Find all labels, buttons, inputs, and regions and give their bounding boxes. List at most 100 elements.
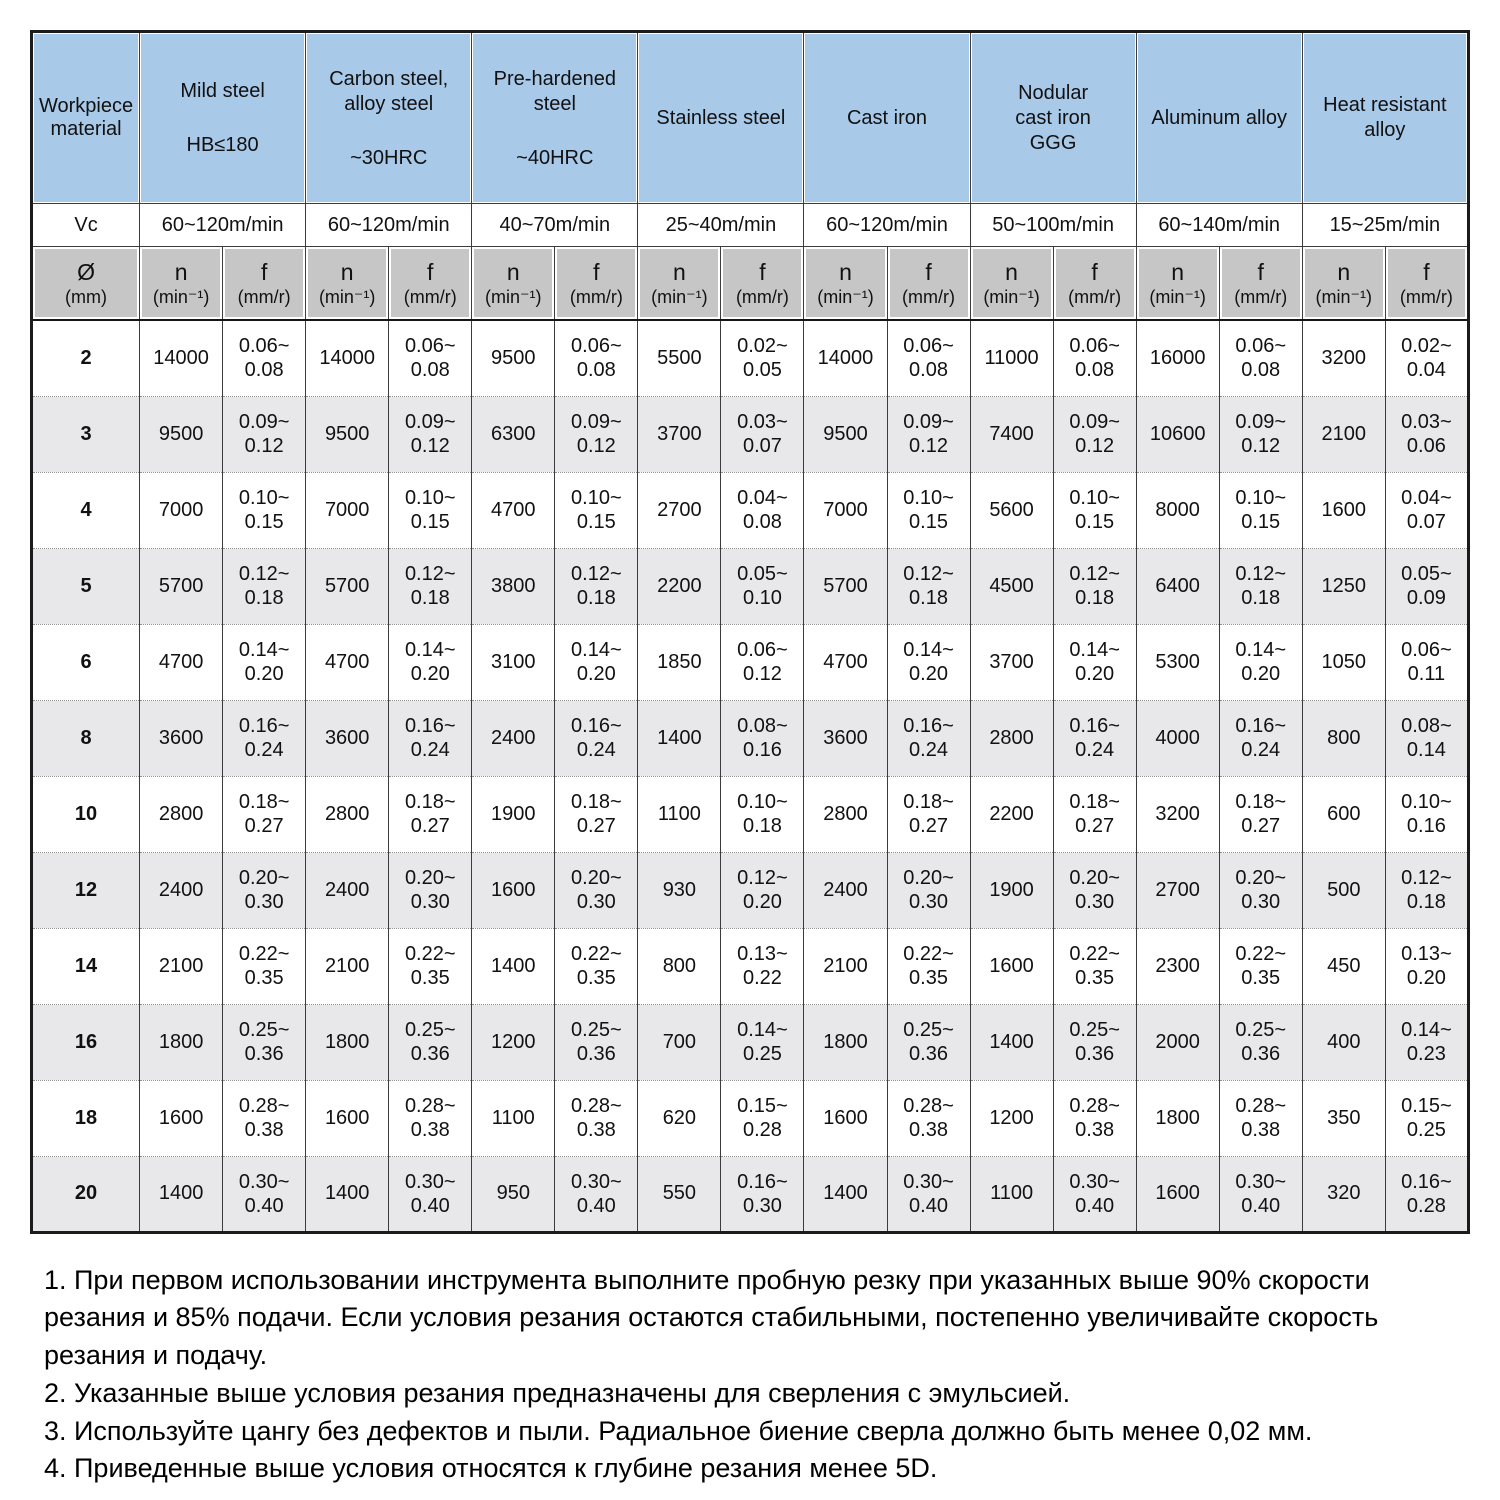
f-value-cell: 0.28~ 0.38	[1218, 1079, 1303, 1156]
f-value-cell: 0.18~ 0.27	[388, 775, 473, 852]
n-value-cell: 1400	[139, 1155, 224, 1232]
n-value-cell: 930	[637, 851, 722, 928]
n-value-cell: 3600	[803, 699, 888, 776]
column-letter: f	[593, 259, 600, 286]
vc-value-2: 40~70m/min	[471, 203, 639, 247]
f-value-cell: 0.14~ 0.20	[554, 623, 639, 700]
column-header-f: f (mm/r)	[1052, 246, 1137, 321]
f-value-cell: 0.06~ 0.08	[1052, 320, 1137, 396]
diameter-cell: 2	[30, 320, 141, 396]
f-value-cell: 0.14~ 0.25	[720, 1003, 805, 1080]
f-value-cell: 0.09~ 0.12	[886, 395, 971, 472]
material-name: Nodular cast iron GGG	[1015, 81, 1091, 154]
column-unit: (mm/r)	[1068, 286, 1122, 307]
n-value-cell: 1600	[969, 927, 1054, 1004]
material-name: Cast iron	[846, 106, 928, 129]
f-value-cell: 0.14~ 0.20	[222, 623, 307, 700]
column-unit: (min⁻¹)	[1149, 286, 1206, 307]
material-spec: HB≤180	[186, 134, 259, 156]
n-value-cell: 5700	[139, 547, 224, 624]
n-value-cell: 11000	[969, 320, 1054, 396]
f-value-cell: 0.10~ 0.15	[886, 471, 971, 548]
column-header-n: n (min⁻¹)	[803, 246, 888, 321]
n-value-cell: 1200	[471, 1003, 556, 1080]
n-value-cell: 1400	[969, 1003, 1054, 1080]
f-value-cell: 0.12~ 0.20	[720, 851, 805, 928]
column-letter: f	[759, 259, 766, 286]
f-value-cell: 0.16~ 0.24	[1052, 699, 1137, 776]
f-value-cell: 0.20~ 0.30	[222, 851, 307, 928]
f-value-cell: 0.30~ 0.40	[222, 1155, 307, 1232]
n-value-cell: 800	[1301, 699, 1386, 776]
f-value-cell: 0.04~ 0.08	[720, 471, 805, 548]
column-header-n: n (min⁻¹)	[637, 246, 722, 321]
n-value-cell: 4000	[1135, 699, 1220, 776]
n-value-cell: 6400	[1135, 547, 1220, 624]
f-value-cell: 0.05~ 0.09	[1384, 547, 1470, 624]
f-value-cell: 0.09~ 0.12	[222, 395, 307, 472]
n-value-cell: 600	[1301, 775, 1386, 852]
column-letter: f	[1257, 259, 1264, 286]
diameter-cell: 18	[30, 1079, 141, 1156]
data-row: 18 1600 0.28~ 0.38 1600 0.28~ 0.38 1100 0.28~ 0.3…	[30, 1079, 1470, 1156]
n-value-cell: 16000	[1135, 320, 1220, 396]
f-value-cell: 0.16~ 0.24	[554, 699, 639, 776]
f-value-cell: 0.18~ 0.27	[554, 775, 639, 852]
column-letter: f	[260, 259, 268, 286]
vc-value-3: 25~40m/min	[637, 203, 805, 247]
n-value-cell: 4500	[969, 547, 1054, 624]
n-value-cell: 2700	[637, 471, 722, 548]
f-value-cell: 0.20~ 0.30	[388, 851, 473, 928]
n-value-cell: 1850	[637, 623, 722, 700]
diameter-cell: 5	[30, 547, 141, 624]
f-value-cell: 0.10~ 0.15	[1052, 471, 1137, 548]
f-value-cell: 0.12~ 0.18	[1052, 547, 1137, 624]
vc-value-0: 60~120m/min	[139, 203, 307, 247]
material-header-4: Cast iron	[803, 31, 971, 204]
n-value-cell: 2300	[1135, 927, 1220, 1004]
f-value-cell: 0.10~ 0.15	[1218, 471, 1303, 548]
column-unit: (min⁻¹)	[485, 286, 542, 307]
data-row: 14 2100 0.22~ 0.35 2100 0.22~ 0.35 1400 0.22~ 0.3…	[30, 927, 1470, 1004]
n-value-cell: 2400	[139, 851, 224, 928]
f-value-cell: 0.25~ 0.36	[554, 1003, 639, 1080]
f-value-cell: 0.13~ 0.22	[720, 927, 805, 1004]
n-value-cell: 1800	[1135, 1079, 1220, 1156]
f-value-cell: 0.10~ 0.16	[1384, 775, 1470, 852]
n-value-cell: 7000	[305, 471, 390, 548]
material-header-0: Mild steel HB≤180	[139, 31, 307, 204]
n-value-cell: 450	[1301, 927, 1386, 1004]
n-value-cell: 3200	[1301, 320, 1386, 396]
f-value-cell: 0.20~ 0.30	[886, 851, 971, 928]
n-value-cell: 1900	[471, 775, 556, 852]
vc-label: Vc	[30, 203, 141, 247]
column-letter: f	[1091, 259, 1098, 286]
diameter-cell: 4	[30, 471, 141, 548]
n-value-cell: 1400	[305, 1155, 390, 1232]
f-value-cell: 0.10~ 0.15	[388, 471, 473, 548]
material-header-6: Aluminum alloy	[1135, 31, 1303, 204]
column-header-n: n (min⁻¹)	[969, 246, 1054, 321]
f-value-cell: 0.22~ 0.35	[1218, 927, 1303, 1004]
f-value-cell: 0.09~ 0.12	[1052, 395, 1137, 472]
n-value-cell: 3600	[305, 699, 390, 776]
n-value-cell: 1900	[969, 851, 1054, 928]
material-header-row: Workpiece material Mild steel HB≤180 Carbon …	[30, 31, 1470, 204]
column-unit: (min⁻¹)	[983, 286, 1040, 307]
cutting-parameters-table: Workpiece material Mild steel HB≤180 Carbon …	[30, 30, 1470, 1234]
column-letter: f	[925, 259, 932, 286]
column-unit: (min⁻¹)	[817, 286, 874, 307]
f-value-cell: 0.04~ 0.07	[1384, 471, 1470, 548]
n-value-cell: 9500	[471, 320, 556, 396]
f-value-cell: 0.10~ 0.15	[222, 471, 307, 548]
column-letter: n	[340, 259, 354, 286]
n-value-cell: 3800	[471, 547, 556, 624]
n-value-cell: 1600	[1301, 471, 1386, 548]
n-value-cell: 400	[1301, 1003, 1386, 1080]
n-value-cell: 2000	[1135, 1003, 1220, 1080]
column-header-n: n (min⁻¹)	[305, 246, 390, 321]
diameter-cell: 8	[30, 699, 141, 776]
material-name: Pre-hardened steel	[493, 67, 616, 115]
n-value-cell: 14000	[139, 320, 224, 396]
n-value-cell: 7000	[139, 471, 224, 548]
